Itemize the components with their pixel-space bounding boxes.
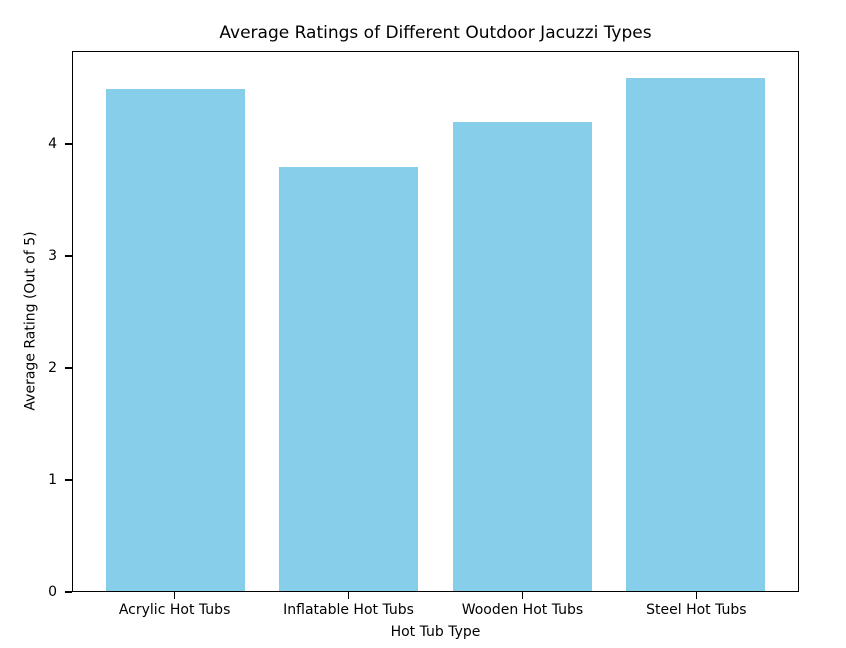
x-tick-mark — [521, 592, 524, 599]
y-tick-label: 3 — [48, 247, 57, 264]
y-tick-label: 1 — [48, 471, 57, 488]
x-tick-label: Acrylic Hot Tubs — [118, 602, 231, 618]
bar-steel-hot-tubs — [626, 77, 766, 591]
x-axis-label: Hot Tub Type — [390, 624, 481, 640]
y-tick-mark — [65, 479, 72, 481]
x-tick-label: Inflatable Hot Tubs — [283, 602, 414, 618]
y-tick-mark — [65, 143, 72, 145]
x-tick-mark — [173, 592, 176, 599]
chart-title: Average Ratings of Different Outdoor Jac… — [219, 23, 652, 43]
x-tick-label: Wooden Hot Tubs — [461, 602, 584, 618]
x-tick-label: Steel Hot Tubs — [646, 602, 747, 618]
plot-area — [72, 51, 799, 592]
x-tick-mark — [695, 592, 698, 599]
x-tick-mark — [347, 592, 350, 599]
y-tick-label: 4 — [48, 135, 57, 152]
bar-wooden-hot-tubs — [452, 122, 592, 591]
bar-inflatable-hot-tubs — [279, 166, 419, 591]
y-tick-mark — [65, 367, 72, 369]
y-tick-mark — [65, 591, 72, 593]
y-tick-label: 0 — [48, 584, 57, 600]
y-tick-mark — [65, 255, 72, 257]
y-tick-label: 2 — [48, 359, 57, 376]
bar-acrylic-hot-tubs — [105, 88, 245, 591]
